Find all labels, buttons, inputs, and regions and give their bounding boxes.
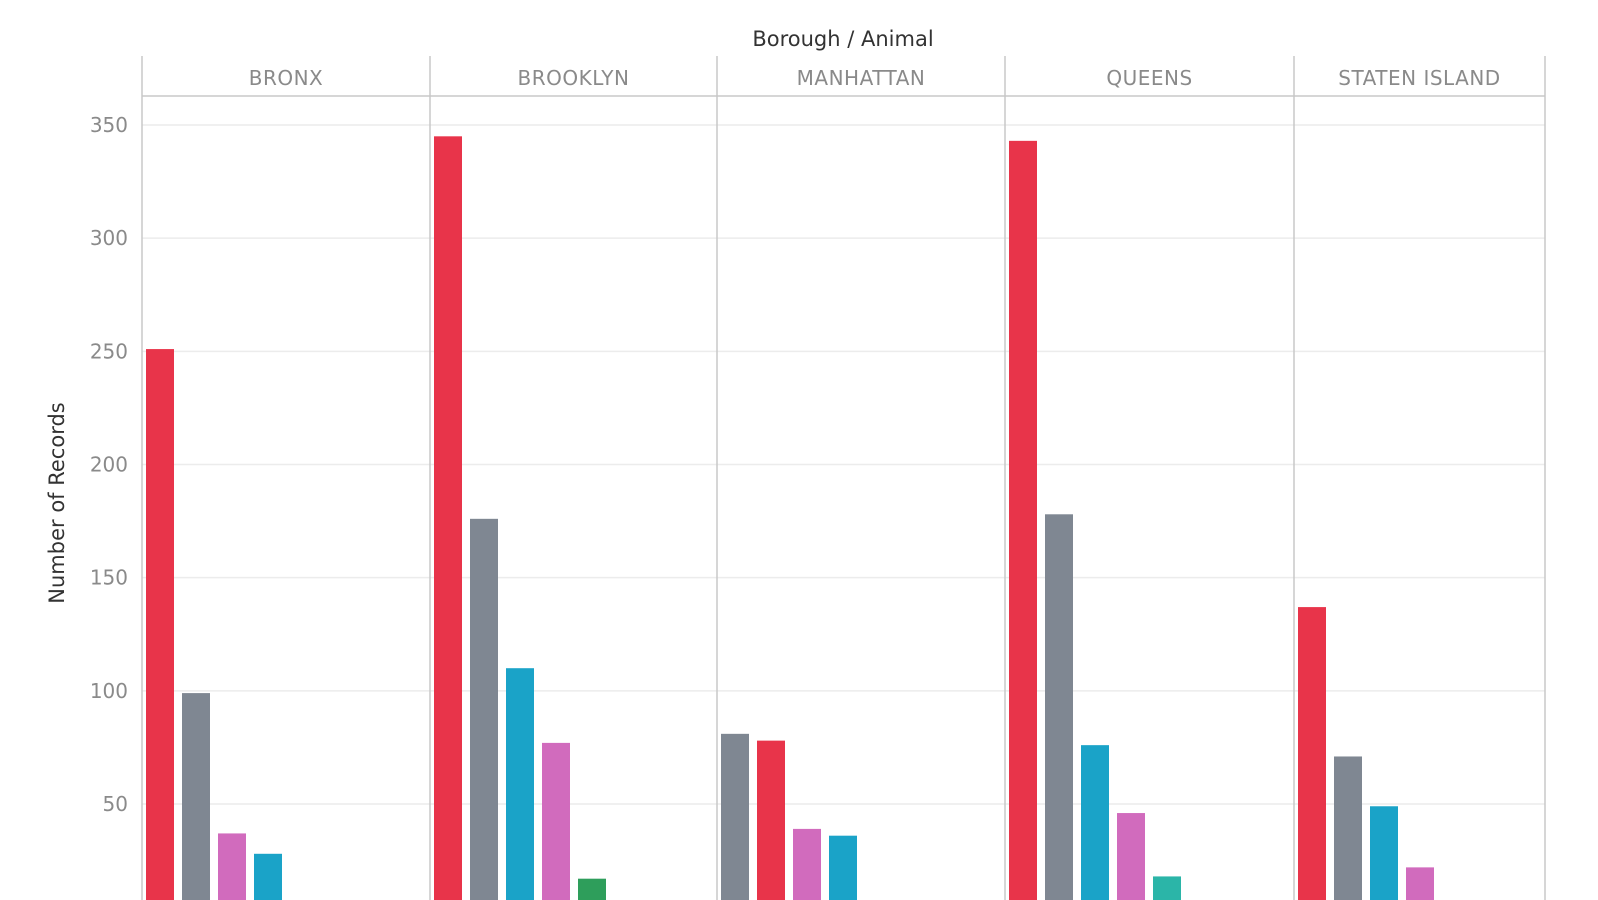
bar: [1009, 140, 1037, 900]
bar: [1081, 745, 1109, 900]
bar: [1298, 607, 1326, 900]
y-tick-label: 200: [90, 453, 128, 477]
bar: [829, 835, 857, 900]
labels: Borough / Animal Number of Records: [45, 27, 934, 604]
panel-label: BROOKLYN: [518, 66, 630, 90]
bars: [146, 136, 1434, 900]
bar: [578, 878, 606, 900]
bar: [434, 136, 462, 900]
y-axis-title: Number of Records: [45, 402, 69, 603]
panel-label: QUEENS: [1106, 66, 1192, 90]
panel-label: STATEN ISLAND: [1338, 66, 1500, 90]
panel-headers: BRONX BROOKLYN MANHATTAN QUEENS STATEN ISLAN…: [249, 66, 1500, 90]
y-tick-label: 100: [90, 679, 128, 703]
panel-label: BRONX: [249, 66, 324, 90]
panel-label: MANHATTAN: [797, 66, 926, 90]
header-title: Borough / Animal: [752, 27, 933, 51]
bar: [1334, 756, 1362, 900]
bar: [218, 833, 246, 900]
y-tick-label: 50: [103, 792, 128, 816]
y-tick-labels: 50 100 150 200 250 300 350: [90, 113, 128, 816]
bar: [1153, 876, 1181, 900]
gridlines: [142, 124, 1545, 805]
bar: [470, 518, 498, 900]
panel-frames: [141, 56, 1546, 900]
bar: [1045, 514, 1073, 900]
bar: [793, 828, 821, 900]
bar: [506, 668, 534, 900]
y-tick-label: 150: [90, 566, 128, 590]
y-tick-label: 300: [90, 226, 128, 250]
bar: [1117, 813, 1145, 900]
bar: [182, 693, 210, 900]
y-tick-label: 350: [90, 113, 128, 137]
bar: [146, 349, 174, 900]
bar: [542, 742, 570, 900]
bar: [254, 853, 282, 900]
bar: [1370, 806, 1398, 900]
bar: [757, 740, 785, 900]
bar: [721, 733, 749, 900]
y-tick-label: 250: [90, 339, 128, 363]
bar: [1406, 867, 1434, 900]
